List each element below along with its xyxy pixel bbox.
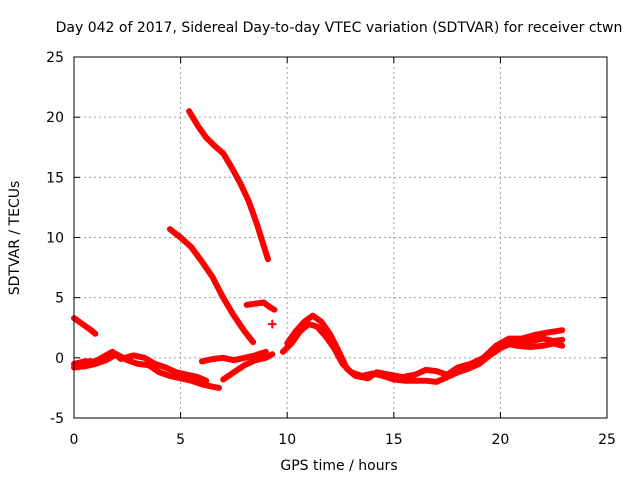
- x-tick-label: 5: [176, 432, 185, 448]
- series-arc-rising-6-9: [198, 348, 269, 365]
- series-arc-hump-10-14-upper: [284, 312, 566, 382]
- series-arc-late-20-23: [501, 340, 566, 350]
- y-tick-label: 15: [46, 170, 64, 186]
- x-axis-label: GPS time / hours: [280, 458, 397, 474]
- y-tick-label: 0: [55, 351, 64, 367]
- y-tick-label: 5: [55, 291, 64, 307]
- series-arc-decline-4-8: [166, 226, 257, 346]
- y-tick-label: -5: [50, 411, 64, 427]
- series-arc-rising-7-9: [220, 351, 276, 383]
- x-tick-label: 20: [491, 432, 509, 448]
- y-tick-label: 10: [46, 231, 64, 247]
- axis-ticks: 0 5 10 15 20 25 -5 0 5 10 15 20 25: [46, 50, 616, 448]
- series-arc-base-0-6-upper: [71, 348, 210, 384]
- series-outlier: [267, 319, 277, 329]
- chart-title: Day 042 of 2017, Sidereal Day-to-day VTE…: [56, 20, 623, 36]
- series-arc-early-decline: [71, 315, 99, 337]
- y-tick-label: 20: [46, 110, 64, 126]
- series-arc-steep-5-9: [186, 108, 271, 263]
- x-tick-label: 25: [598, 432, 616, 448]
- y-tick-label: 25: [46, 50, 64, 66]
- x-tick-label: 15: [385, 432, 403, 448]
- x-tick-label: 0: [70, 432, 79, 448]
- data-series: [71, 108, 566, 391]
- x-tick-label: 10: [278, 432, 296, 448]
- y-axis-label: SDTVAR / TECUs: [7, 181, 23, 296]
- series-arc-short-8-9: [243, 299, 278, 313]
